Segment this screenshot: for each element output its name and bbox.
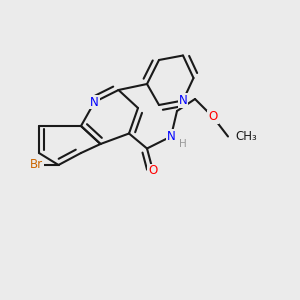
Text: N: N: [178, 94, 188, 107]
Text: H: H: [179, 139, 187, 149]
Text: CH₃: CH₃: [236, 130, 257, 143]
Text: N: N: [167, 130, 176, 143]
Text: O: O: [208, 110, 217, 124]
Text: N: N: [90, 95, 99, 109]
Text: O: O: [148, 164, 158, 178]
Text: Br: Br: [29, 158, 43, 172]
